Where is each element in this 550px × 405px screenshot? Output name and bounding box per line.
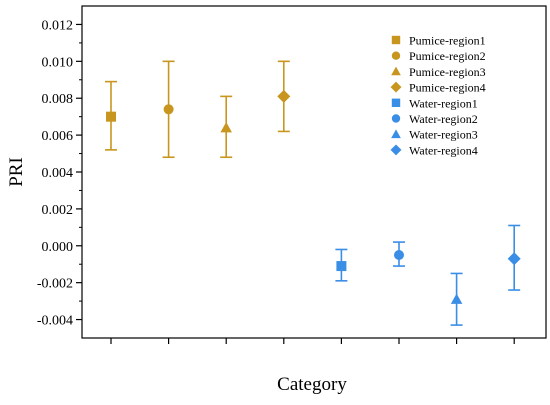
y-tick-label: -0.004 — [37, 314, 73, 329]
y-tick-label: 0.002 — [42, 203, 74, 218]
legend-marker-water-region2 — [391, 114, 401, 123]
axes: -0.004 -0.002 0.000 0.002 0.004 0.006 0.008 0.0… — [37, 5, 547, 344]
y-tick-label: 0.004 — [42, 166, 74, 181]
legend-marker-water-region3 — [391, 129, 401, 139]
y-tick-label: 0.010 — [42, 55, 74, 70]
data-point-pumice-region1 — [106, 111, 116, 122]
legend-label: Pumice-region1 — [409, 34, 486, 48]
legend-label: Pumice-region2 — [409, 49, 486, 63]
data-point-water-region4 — [507, 252, 521, 266]
y-axis-title: PRI — [6, 157, 27, 187]
y-tick-label: 0.012 — [42, 18, 74, 33]
data-point-water-region2 — [394, 250, 404, 260]
y-tick-label: -0.002 — [37, 277, 73, 292]
legend-marker-water-region1 — [391, 98, 401, 107]
y-tick-label: 0.000 — [42, 240, 74, 255]
data-marks — [105, 60, 521, 326]
data-point-pumice-region4 — [277, 89, 291, 103]
data-point-pumice-region2 — [163, 104, 174, 115]
legend-label: Pumice-region3 — [409, 65, 486, 79]
legend-label: Water-region1 — [409, 96, 478, 110]
legend-label: Water-region4 — [409, 143, 478, 157]
data-point-water-region1 — [336, 261, 347, 272]
data-point-water-region3 — [450, 293, 463, 304]
y-tick-label: 0.006 — [42, 129, 74, 144]
y-tick-label: 0.008 — [42, 92, 74, 107]
legend-marker-water-region4 — [390, 144, 402, 156]
legend-marker-pumice-region3 — [391, 66, 401, 76]
legend-label: Water-region3 — [409, 128, 478, 142]
legend-label: Pumice-region4 — [409, 81, 486, 95]
x-axis-title: Category — [277, 374, 347, 395]
data-point-pumice-region3 — [220, 121, 232, 133]
legend-marker-pumice-region1 — [391, 35, 401, 45]
legend-marker-pumice-region2 — [391, 51, 401, 60]
legend-label: Water-region2 — [409, 112, 478, 126]
legend-marker-pumice-region4 — [390, 81, 402, 93]
